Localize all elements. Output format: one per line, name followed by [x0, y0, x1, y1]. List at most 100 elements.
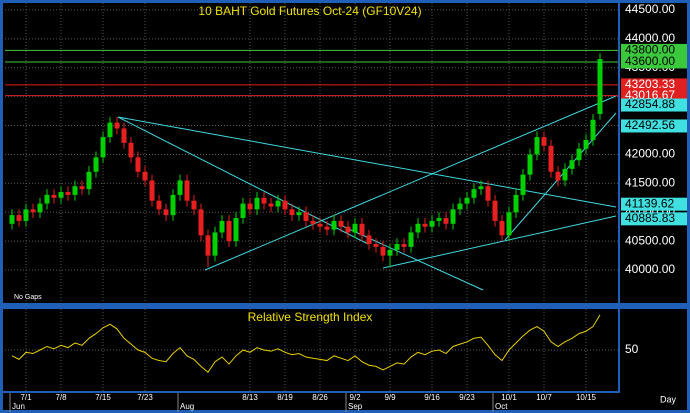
- x-tick-label: 9/2: [349, 393, 361, 402]
- candle-body: [373, 244, 379, 247]
- candle-body: [226, 220, 232, 242]
- candle-body: [37, 203, 43, 213]
- level-label: 42492.56: [625, 118, 675, 132]
- level-label: 43016.67: [625, 88, 675, 102]
- candle-body: [520, 174, 526, 195]
- candle-body: [275, 200, 281, 207]
- rsi-title: Relative Strength Index: [248, 310, 373, 324]
- candle-body: [590, 119, 596, 140]
- candle-body: [569, 160, 575, 169]
- panel-separator: [0, 303, 690, 309]
- candle-body: [177, 180, 183, 195]
- candle-body: [303, 212, 309, 221]
- candle-body: [58, 192, 64, 198]
- candle-body: [471, 189, 477, 198]
- candle-body: [485, 186, 491, 201]
- candle-body: [128, 142, 134, 158]
- candle-body: [597, 59, 603, 114]
- candle-body: [492, 200, 498, 221]
- candle-body: [268, 203, 274, 207]
- candle-body: [429, 220, 435, 227]
- grid: [5, 3, 618, 391]
- candle-body: [247, 203, 253, 210]
- candle-body: [555, 171, 561, 181]
- candle-body: [345, 226, 351, 233]
- level-label: 42854.88: [625, 97, 675, 111]
- candle-body: [401, 244, 407, 247]
- x-tick-label: 10/15: [576, 393, 597, 402]
- candle-body: [506, 212, 512, 236]
- candle-body: [233, 218, 239, 242]
- candle-body: [534, 137, 540, 155]
- candle-body: [121, 128, 127, 143]
- candle-body: [464, 197, 470, 204]
- x-tick-label: 9/9: [384, 393, 396, 402]
- x-tick-label: 8/19: [277, 393, 293, 402]
- candle-body: [338, 220, 344, 227]
- candle-body: [415, 223, 421, 233]
- trendline: [382, 215, 617, 269]
- trendline: [117, 116, 617, 208]
- x-tick-label: 8/13: [242, 393, 258, 402]
- candle-body: [44, 194, 50, 204]
- candle-body: [30, 209, 36, 213]
- candle-body: [219, 220, 225, 233]
- candle-body: [366, 235, 372, 245]
- candle-body: [282, 200, 288, 210]
- candle-body: [198, 209, 204, 236]
- x-tick-label: 9/23: [459, 393, 475, 402]
- candle-body: [387, 249, 393, 256]
- candle-body: [331, 220, 337, 230]
- month-label: Aug: [180, 402, 194, 411]
- x-tick-label: 10/1: [501, 393, 517, 402]
- y-tick-label: 44000.00: [625, 31, 675, 45]
- x-tick-label: 7/23: [137, 393, 153, 402]
- candle-body: [548, 145, 554, 172]
- level-box: [621, 98, 687, 112]
- candle-body: [527, 154, 533, 175]
- candle-body: [261, 197, 267, 204]
- level-label: 43800.00: [625, 43, 675, 57]
- candle-body: [156, 200, 162, 210]
- level-label: 41139.62: [625, 196, 674, 210]
- candle-body: [184, 180, 190, 201]
- candle-body: [191, 200, 197, 210]
- x-tick-label: 8/26: [312, 393, 328, 402]
- candle-body: [583, 139, 589, 149]
- candle-body: [562, 168, 568, 181]
- trendline: [204, 95, 617, 271]
- candle-body: [513, 194, 519, 213]
- candle-body: [450, 209, 456, 224]
- candle-body: [478, 186, 484, 190]
- candle-body: [324, 226, 330, 230]
- y-tick-label: 40000.00: [625, 262, 675, 276]
- candle-body: [170, 194, 176, 216]
- candle-body: [205, 235, 211, 256]
- candle-body: [51, 194, 57, 198]
- level-label: 43203.33: [625, 77, 675, 91]
- trendline: [117, 116, 369, 245]
- level-box: [621, 55, 687, 69]
- candle-body: [72, 186, 78, 195]
- y-tick-label: 44500.00: [625, 2, 675, 16]
- candle-body: [408, 232, 414, 247]
- month-label: Jun: [12, 402, 25, 411]
- candle-body: [212, 232, 218, 256]
- candle-body: [317, 223, 323, 227]
- level-box: [621, 119, 687, 133]
- x-tick-label: 10/7: [536, 393, 552, 402]
- candle-body: [135, 157, 141, 172]
- x-tick-label: 9/16: [424, 393, 440, 402]
- candle-body: [163, 209, 169, 216]
- candle-body: [457, 203, 463, 210]
- candle-body: [359, 223, 365, 236]
- candle-body: [9, 215, 15, 224]
- level-box: [621, 212, 687, 226]
- level-box: [621, 43, 687, 57]
- level-label: 40885.83: [625, 211, 675, 225]
- candle-body: [100, 137, 106, 158]
- candle-body: [240, 203, 246, 219]
